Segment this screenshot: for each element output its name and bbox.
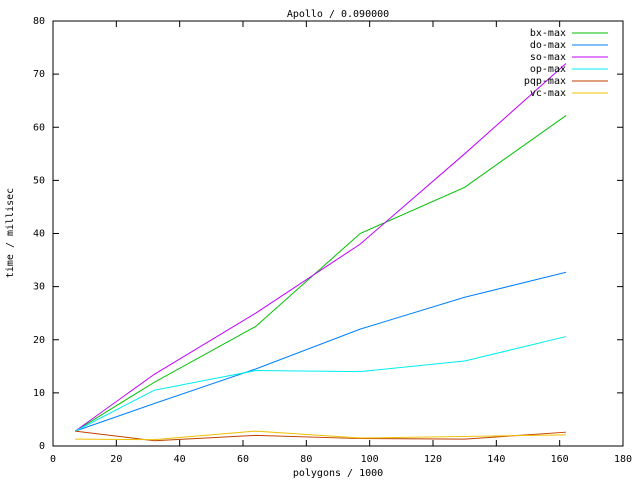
x-tick-label: 140 <box>487 454 505 465</box>
y-axis-label: time / millisec <box>5 188 16 278</box>
y-tick-label: 10 <box>33 388 45 399</box>
legend-label: do-max <box>530 40 566 51</box>
x-tick-label: 60 <box>237 454 249 465</box>
y-tick-label: 50 <box>33 175 45 186</box>
y-tick-label: 20 <box>33 335 45 346</box>
y-tick-label: 30 <box>33 282 45 293</box>
x-tick-label: 100 <box>361 454 379 465</box>
x-tick-label: 120 <box>424 454 442 465</box>
series-line <box>74 115 567 432</box>
legend-label: vc-max <box>530 88 566 99</box>
y-tick-label: 70 <box>33 69 45 80</box>
x-tick-label: 20 <box>110 454 122 465</box>
y-tick-label: 60 <box>33 122 45 133</box>
series-line <box>74 336 567 432</box>
x-tick-label: 40 <box>174 454 186 465</box>
x-axis-label: polygons / 1000 <box>293 468 383 479</box>
chart-title: Apollo / 0.090000 <box>287 9 389 20</box>
y-tick-label: 40 <box>33 229 45 240</box>
legend-label: op-max <box>530 64 566 75</box>
y-tick-label: 0 <box>39 441 45 452</box>
y-tick-label: 80 <box>33 16 45 27</box>
legend-label: so-max <box>530 52 566 63</box>
x-tick-label: 160 <box>551 454 569 465</box>
series-line <box>75 271 567 432</box>
x-tick-label: 180 <box>614 454 632 465</box>
x-tick-label: 80 <box>300 454 312 465</box>
series-line <box>75 430 567 441</box>
series-line <box>74 63 567 432</box>
x-tick-label: 0 <box>50 454 56 465</box>
legend-label: pqp-max <box>524 76 566 87</box>
legend-label: bx-max <box>530 28 566 39</box>
